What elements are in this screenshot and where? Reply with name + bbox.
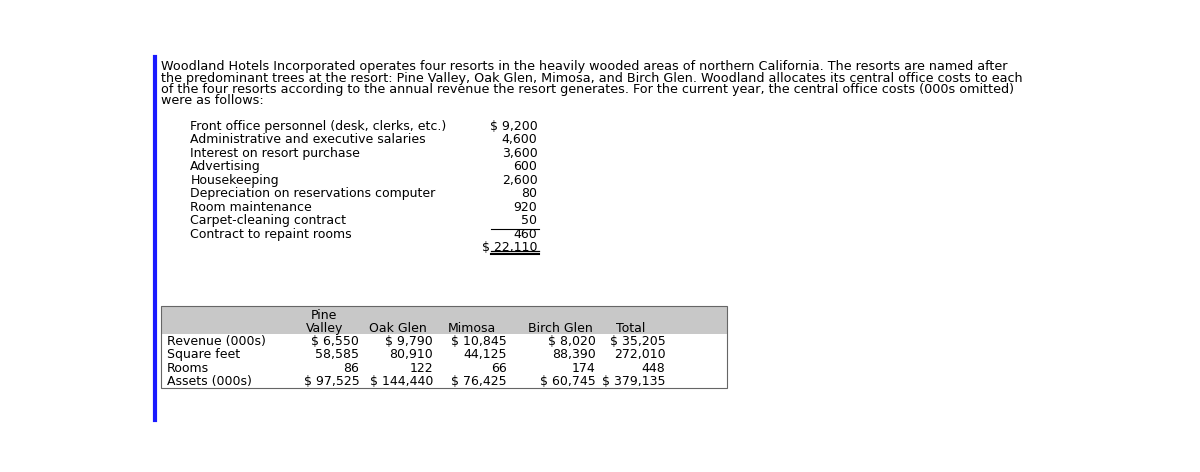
Text: $ 144,440: $ 144,440 <box>370 375 433 388</box>
Text: $ 6,550: $ 6,550 <box>311 336 359 348</box>
Text: $ 76,425: $ 76,425 <box>451 375 506 388</box>
Text: the predominant trees at the resort: Pine Valley, Oak Glen, Mimosa, and Birch Gl: the predominant trees at the resort: Pin… <box>161 72 1022 84</box>
Text: $ 8,020: $ 8,020 <box>547 336 595 348</box>
Text: Housekeeping: Housekeeping <box>191 174 278 187</box>
Text: Square feet: Square feet <box>167 348 240 362</box>
Text: 44,125: 44,125 <box>463 348 506 362</box>
Text: 174: 174 <box>572 362 595 375</box>
Text: $ 9,790: $ 9,790 <box>385 336 433 348</box>
Text: Rooms: Rooms <box>167 362 209 375</box>
Text: Front office personnel (desk, clerks, etc.): Front office personnel (desk, clerks, et… <box>191 120 446 133</box>
Text: 122: 122 <box>409 362 433 375</box>
Text: 460: 460 <box>514 228 538 241</box>
Text: 3,600: 3,600 <box>502 147 538 160</box>
Text: Interest on resort purchase: Interest on resort purchase <box>191 147 360 160</box>
Text: 88,390: 88,390 <box>552 348 595 362</box>
Text: Mimosa: Mimosa <box>448 321 496 335</box>
Text: $ 22,110: $ 22,110 <box>482 241 538 253</box>
Text: Contract to repaint rooms: Contract to repaint rooms <box>191 228 352 241</box>
Text: Total: Total <box>616 321 646 335</box>
Text: Assets (000s): Assets (000s) <box>167 375 252 388</box>
Text: Valley: Valley <box>306 321 343 335</box>
Text: 66: 66 <box>491 362 506 375</box>
Text: Pine: Pine <box>311 309 337 322</box>
Text: 80: 80 <box>522 187 538 200</box>
Text: 448: 448 <box>642 362 665 375</box>
Text: $ 35,205: $ 35,205 <box>610 336 665 348</box>
Bar <box>161 306 727 334</box>
Text: Room maintenance: Room maintenance <box>191 201 312 214</box>
Bar <box>161 306 727 388</box>
Text: 50: 50 <box>522 214 538 227</box>
Text: 4,600: 4,600 <box>502 133 538 146</box>
Text: were as follows:: were as follows: <box>161 94 264 107</box>
Text: Birch Glen: Birch Glen <box>528 321 593 335</box>
Text: Administrative and executive salaries: Administrative and executive salaries <box>191 133 426 146</box>
Text: 86: 86 <box>343 362 359 375</box>
Text: 2,600: 2,600 <box>502 174 538 187</box>
Text: $ 379,135: $ 379,135 <box>602 375 665 388</box>
Text: Advertising: Advertising <box>191 160 262 173</box>
Text: Revenue (000s): Revenue (000s) <box>167 336 266 348</box>
Text: 600: 600 <box>514 160 538 173</box>
Text: $ 60,745: $ 60,745 <box>540 375 595 388</box>
Text: Oak Glen: Oak Glen <box>370 321 427 335</box>
Text: 58,585: 58,585 <box>316 348 359 362</box>
Text: $ 10,845: $ 10,845 <box>451 336 506 348</box>
Text: Woodland Hotels Incorporated operates four resorts in the heavily wooded areas o: Woodland Hotels Incorporated operates fo… <box>161 60 1007 74</box>
Text: Depreciation on reservations computer: Depreciation on reservations computer <box>191 187 436 200</box>
Text: $ 9,200: $ 9,200 <box>490 120 538 133</box>
Text: $ 97,525: $ 97,525 <box>304 375 359 388</box>
Text: 80,910: 80,910 <box>389 348 433 362</box>
Text: 920: 920 <box>514 201 538 214</box>
Text: of the four resorts according to the annual revenue the resort generates. For th: of the four resorts according to the ann… <box>161 83 1014 96</box>
Text: 272,010: 272,010 <box>613 348 665 362</box>
Text: Carpet-cleaning contract: Carpet-cleaning contract <box>191 214 347 227</box>
